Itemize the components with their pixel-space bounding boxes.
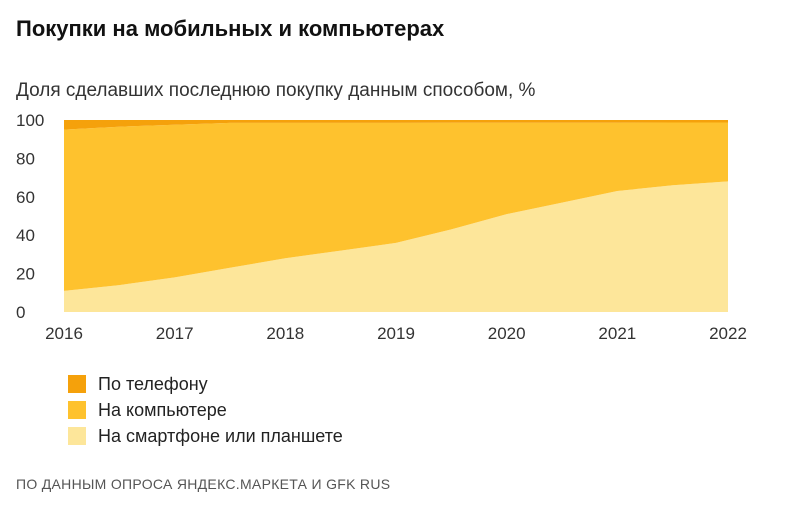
x-tick-label: 2016 — [45, 324, 83, 343]
y-tick-label: 60 — [16, 188, 35, 207]
legend-swatch-computer — [68, 401, 86, 419]
chart-title: Покупки на мобильных и компьютерах — [16, 16, 445, 41]
y-tick-label: 40 — [16, 226, 35, 245]
x-tick-label: 2020 — [488, 324, 526, 343]
area-computer — [64, 122, 728, 291]
y-tick-label: 20 — [16, 265, 35, 284]
legend-item-phone: По телефону — [68, 371, 343, 397]
legend-swatch-smartphone — [68, 427, 86, 445]
area-smartphone — [64, 181, 728, 312]
legend: По телефону На компьютере На смартфоне и… — [68, 371, 343, 449]
y-tick-label: 0 — [16, 303, 25, 322]
x-tick-label: 2019 — [377, 324, 415, 343]
legend-label-phone: По телефону — [98, 373, 208, 394]
x-tick-label: 2017 — [156, 324, 194, 343]
area-phone — [64, 120, 728, 130]
x-tick-label: 2021 — [598, 324, 636, 343]
legend-item-smartphone: На смартфоне или планшете — [68, 423, 343, 449]
area-chart: 0 20 40 60 80 100 2016 2017 2018 2019 2020 2021 2022 — [16, 111, 747, 343]
chart-subtitle: Доля сделавших последнюю покупку данным … — [16, 80, 536, 101]
legend-swatch-phone — [68, 375, 86, 393]
y-tick-label: 100 — [16, 111, 44, 130]
x-tick-label: 2022 — [709, 324, 747, 343]
legend-label-computer: На компьютере — [98, 399, 227, 420]
legend-item-computer: На компьютере — [68, 397, 343, 423]
legend-label-smartphone: На смартфоне или планшете — [98, 425, 343, 446]
x-tick-label: 2018 — [266, 324, 304, 343]
y-tick-label: 80 — [16, 149, 35, 168]
source-note: ПО ДАННЫМ ОПРОСА ЯНДЕКС.МАРКЕТА И GFK RU… — [16, 476, 391, 492]
